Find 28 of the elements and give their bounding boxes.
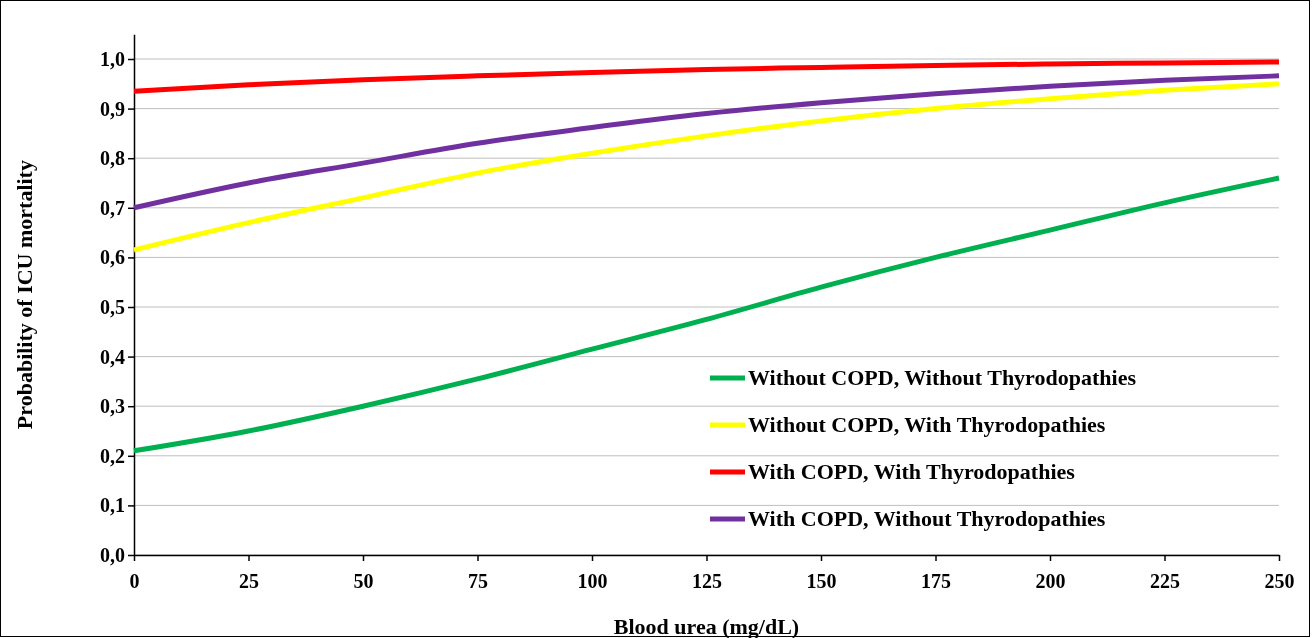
y-tick-label: 0,2 xyxy=(100,444,125,467)
x-tick-label: 0 xyxy=(129,570,140,592)
x-tick-label: 250 xyxy=(1264,570,1295,592)
y-tick-label: 0,8 xyxy=(100,147,125,170)
x-tick-label: 50 xyxy=(353,570,374,592)
legend-label: With COPD, Without Thyrodopathies xyxy=(748,506,1106,531)
x-tick-label: 25 xyxy=(239,570,259,592)
y-tick-label: 0,7 xyxy=(100,196,125,219)
x-tick-label: 75 xyxy=(468,570,488,592)
x-tick-label: 150 xyxy=(806,570,837,592)
legend-label: Without COPD, With Thyrodopathies xyxy=(748,412,1106,437)
legend-label: With COPD, With Thyrodopathies xyxy=(748,459,1076,484)
y-tick-label: 0,5 xyxy=(100,295,125,318)
y-tick-label: 0,9 xyxy=(100,97,125,120)
y-tick-label: 0,6 xyxy=(100,246,125,269)
legend-label: Without COPD, Without Thyrodopathies xyxy=(748,365,1137,390)
y-tick-label: 0,0 xyxy=(100,543,125,566)
y-tick-label: 0,4 xyxy=(100,345,125,368)
x-tick-label: 200 xyxy=(1035,570,1066,592)
x-tick-label: 175 xyxy=(921,570,951,592)
x-axis-title: Blood urea (mg/dL) xyxy=(613,614,800,638)
y-axis-title: Probability of ICU mortality xyxy=(12,160,37,430)
x-tick-label: 100 xyxy=(577,570,608,592)
x-tick-label: 125 xyxy=(692,570,722,592)
y-tick-label: 0,3 xyxy=(100,395,125,418)
y-tick-label: 0,1 xyxy=(100,494,125,517)
x-tick-label: 225 xyxy=(1150,570,1180,592)
y-tick-label: 1,0 xyxy=(100,47,125,70)
